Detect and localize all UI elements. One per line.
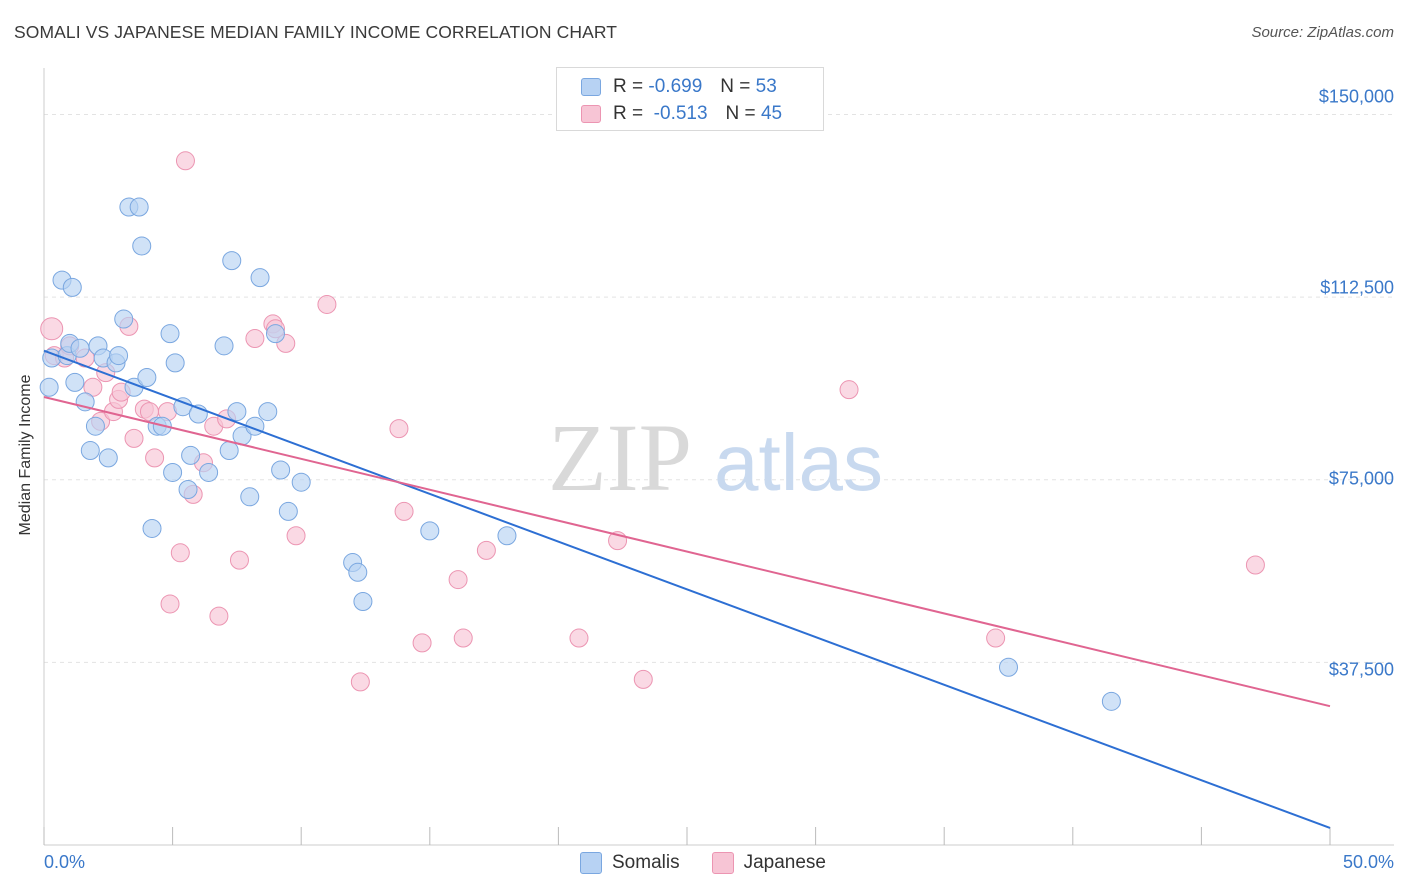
japanese-r-value: -0.513 [653,103,708,124]
somali-point [219,441,239,461]
stats-box: R = -0.699 N = 53 R = -0.513 N = 45 [556,67,824,131]
somali-point [39,377,59,397]
somali-point [1101,691,1121,711]
x-tick-label-max: 50.0% [1342,852,1394,872]
somali-point [348,562,368,582]
somali-point [181,445,201,465]
japanese-point [286,526,306,546]
y-tick-label: $37,500 [1328,659,1394,680]
somali-point [132,236,152,256]
japanese-point [40,317,64,341]
japanese-point [209,606,229,626]
somali-point [114,309,134,329]
legend-label-japanese: Japanese [743,852,826,873]
somali-point [240,487,260,507]
y-tick-label: $150,000 [1318,86,1394,107]
somali-point [214,336,234,356]
somali-point [265,324,285,344]
somali-point [250,268,270,288]
somali-trend-line [43,349,1331,829]
japanese-point [124,428,144,448]
japanese-point [569,628,589,648]
japanese-point [476,540,496,560]
somali-point [999,657,1018,677]
somali-point [178,480,198,500]
japanese-point [170,543,190,563]
somali-point [222,251,242,271]
japanese-point [245,329,265,349]
japanese-point [394,501,414,521]
stats-row-japanese: R = -0.513 N = 45 [581,102,782,126]
y-tick-label: $112,500 [1320,277,1394,298]
somali-point [497,526,517,546]
somali-point [420,521,440,541]
somali-point [98,448,118,468]
source-label: Source: ZipAtlas.com [1251,24,1394,41]
japanese-point [317,294,337,314]
somali-point [163,462,183,482]
somali-point [85,416,105,436]
somali-point [227,402,247,422]
somali-point [165,353,185,373]
japanese-swatch-icon [581,105,601,123]
grid-lines [44,114,1394,663]
x-tick-label-min: 0.0% [44,852,86,872]
somalis-legend-icon [580,852,602,874]
y-axis-label: Median Family Income [17,374,34,536]
somali-point [62,277,82,297]
somali-point [80,441,100,461]
japanese-point [350,672,370,692]
trend-lines [43,349,1331,829]
japanese-point [83,377,103,397]
somali-point [258,402,278,422]
somali-r-label: R = [613,76,644,97]
japanese-n-value: 45 [760,103,783,124]
watermark-atlas: atlas [714,418,883,507]
y-tick-label: $75,000 [1328,468,1394,489]
legend-label-somalis: Somalis [612,852,680,873]
somali-point [291,472,311,492]
japanese-point [986,628,1006,648]
japanese-point [839,380,859,400]
somali-point [271,460,291,480]
japanese-point [412,633,432,653]
chart-title: SOMALI VS JAPANESE MEDIAN FAMILY INCOME … [14,22,618,42]
somali-point [278,501,298,521]
japanese-r-label: R = [613,103,644,124]
japanese-n-label: N = [725,103,756,124]
somali-point [129,197,149,217]
somali-swatch-icon [581,78,601,96]
axes [43,68,1394,846]
japanese-point [448,570,468,590]
legend: Somalis Japanese [0,852,1406,874]
stats-row-somali: R = -0.699 N = 53 [581,75,777,99]
watermark: ZIP atlas [548,404,883,511]
somali-point [173,397,193,417]
japanese-trend-line [43,396,1331,708]
japanese-point [633,669,653,689]
japanese-point [453,628,473,648]
somali-r-value: -0.699 [648,76,703,97]
somali-point [160,324,180,344]
legend-item-japanese[interactable]: Japanese [711,852,826,874]
somali-point [65,372,85,392]
somali-point [353,592,373,612]
somali-point [70,338,90,358]
somali-point [137,367,157,387]
somali-n-value: 53 [755,76,777,97]
japanese-point [145,448,165,468]
legend-item-somalis[interactable]: Somalis [580,852,680,874]
japanese-point [160,594,180,614]
japanese-legend-icon [711,852,734,874]
japanese-point [389,419,409,439]
somali-point [142,518,162,538]
somali-n-label: N = [720,76,751,97]
japanese-point [175,151,195,171]
somali-point [109,346,129,366]
watermark-zip: ZIP [548,404,692,511]
somali-point [199,462,219,482]
japanese-point [1245,555,1265,575]
japanese-point [229,550,249,570]
